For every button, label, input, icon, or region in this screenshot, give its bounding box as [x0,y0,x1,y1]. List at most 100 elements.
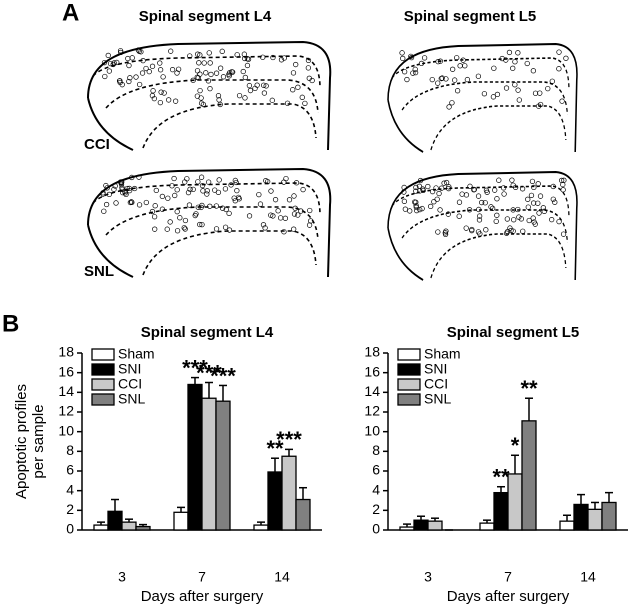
dorsal-horn [387,42,578,153]
x-tick-label: 14 [274,569,290,585]
y-tick-label: 12 [364,403,380,419]
profile-dot [220,74,227,80]
profile-dot [537,101,544,108]
outline [87,224,134,278]
profile-dot [157,67,164,73]
profile-dot [419,205,425,212]
profile-dot [558,177,565,184]
profile-dot [516,97,522,103]
profile-dot [475,73,482,79]
profile-dot [560,187,566,193]
lamina-border [92,182,321,216]
profile-dot [187,186,193,192]
lamina-border [142,103,317,149]
profile-dot [200,188,206,194]
profile-dot [252,85,258,92]
profile-dot [446,184,452,190]
profile-dot [421,55,428,61]
profile-dot [416,183,423,189]
profile-dot [263,83,269,89]
profile-dot [245,56,252,62]
bar [253,524,269,531]
profile-dot [507,225,513,231]
profile-dot [127,75,133,81]
profile-dot [197,87,203,94]
bar [121,521,137,531]
profile-dot [442,231,449,238]
y-tick-label: 18 [58,344,74,360]
profile-dot [530,68,537,74]
y-tick-label: 16 [364,363,380,379]
profile-dot [477,231,483,237]
significance: ** [492,465,510,490]
profile-dot [242,55,248,62]
profile-dot [492,187,498,193]
bar [479,522,495,531]
profile-dot [452,77,458,83]
profile-dot [510,65,516,71]
profile-dot [223,206,229,213]
profile-dot [428,203,434,210]
y-tick-label: 0 [372,521,380,537]
legend-swatch [91,393,115,406]
profile-dot [437,58,444,64]
significance: ** [266,436,284,461]
legend-swatch [91,348,115,361]
profile-dot [413,202,419,209]
profile-dot [456,213,462,219]
profile-dot [106,68,112,74]
profile-dot [166,97,172,103]
profile-dot [241,51,247,57]
bar [187,383,203,531]
profile-dot [519,186,526,192]
profile-dot [240,68,246,75]
profile-dot [106,191,112,198]
dorsal-horn [87,167,332,278]
profile-dot [100,190,106,196]
profile-dot [172,192,178,199]
profile-dot [290,70,297,76]
bar [507,473,523,531]
profile-dot [501,191,507,197]
profile-dot [136,81,143,88]
profile-dot [146,68,152,75]
profile-dot [399,50,405,56]
profile-dot [457,63,463,69]
profile-dot [262,225,268,231]
profile-dot [149,93,156,99]
profile-dot [261,90,268,96]
bar [399,526,415,531]
legend-swatch [397,348,421,361]
profile-dot [159,206,166,212]
profile-dot [231,195,237,201]
profile-dot [229,69,235,75]
profile-dot [129,55,135,61]
x-tick-label: 14 [580,569,596,585]
profile-dot [278,57,285,63]
profile-dot [499,55,505,62]
profile-dot [295,212,301,218]
bar [135,525,151,531]
profile-dot [435,58,441,65]
profile-dot [129,174,135,181]
profile-dot [272,197,279,203]
x-axis-label: Days after surgery [141,588,264,605]
profile-dot [479,199,485,206]
profile-dot [490,94,497,100]
profile-dot [174,228,181,234]
profile-dot [433,185,439,191]
profile-dot [438,75,444,82]
lamina-border [92,55,321,89]
profile-dot [169,183,175,189]
y-tick-label: 4 [372,481,380,497]
profile-dot [450,66,456,72]
row-label: SNL [84,263,114,280]
profile-dot [550,183,556,190]
profile-dot [151,214,158,220]
significance: ** [520,376,538,401]
profile-dot [401,184,407,191]
bar [521,420,537,531]
profile-dot [305,57,312,64]
profile-dot [545,85,551,92]
